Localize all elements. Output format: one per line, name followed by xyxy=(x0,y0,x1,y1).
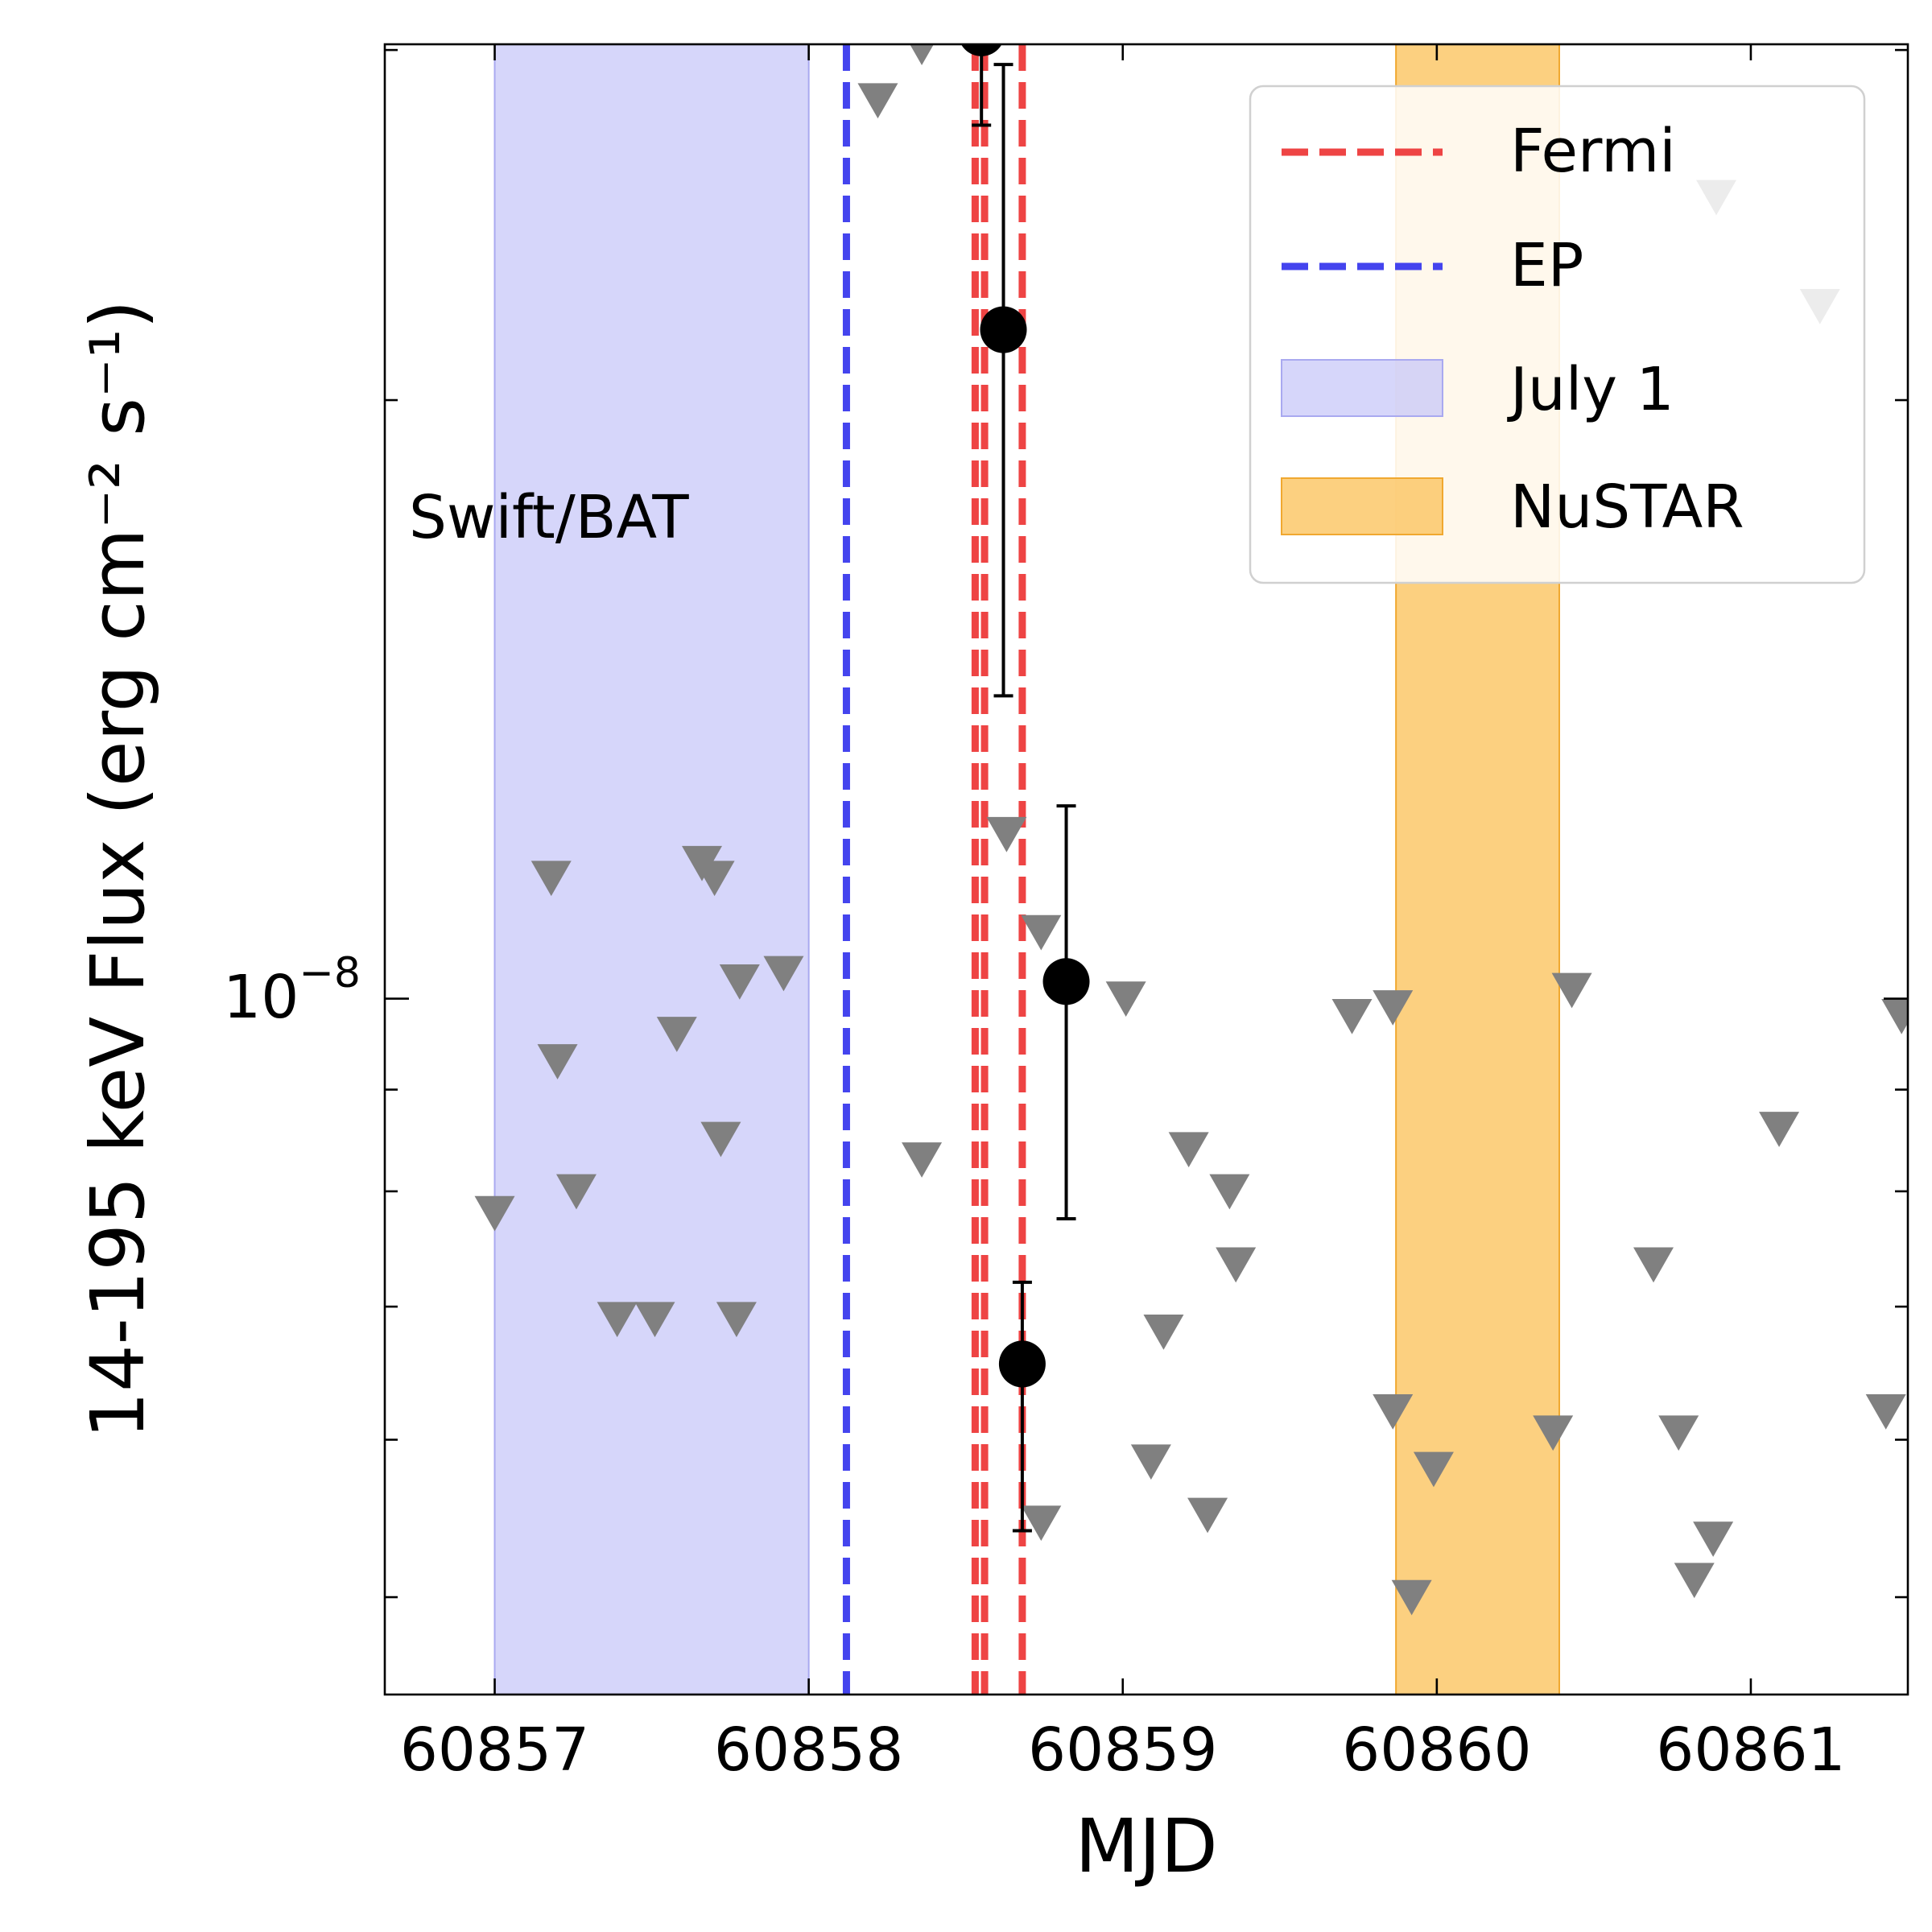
upper-limit-marker xyxy=(1105,981,1146,1018)
axis-ticks xyxy=(385,44,1908,1695)
upper-limit-marker xyxy=(1168,1132,1209,1168)
legend: Fermi EP July 1 NuSTAR xyxy=(1249,85,1866,584)
detection-marker xyxy=(998,1340,1046,1388)
y-tick-label-base: 10 xyxy=(223,963,299,1032)
x-tick-label: 60860 xyxy=(1342,1715,1531,1785)
svg-text:10−8: 10−8 xyxy=(223,949,361,1032)
upper-limit-marker xyxy=(634,1302,675,1338)
detection-marker xyxy=(980,306,1027,353)
upper-limit-marker xyxy=(1391,1579,1432,1616)
legend-fermi-label: Fermi xyxy=(1510,117,1676,186)
upper-limit-marker xyxy=(1130,1444,1171,1480)
upper-limit-marker xyxy=(1551,972,1592,1009)
upper-limit-marker xyxy=(1373,1394,1414,1430)
legend-july1-swatch xyxy=(1281,359,1443,417)
upper-limit-marker xyxy=(1865,1394,1906,1430)
upper-limit-marker xyxy=(1658,1415,1699,1451)
upper-limit-marker xyxy=(1216,1247,1257,1283)
y-tick-label-exponent: −8 xyxy=(299,949,361,997)
legend-frame xyxy=(1249,85,1866,584)
legend-nustar-label: NuSTAR xyxy=(1510,473,1744,542)
axis-tick-labels: 60857 60858 60859 60860 60861 xyxy=(400,1715,1846,1785)
upper-limit-marker xyxy=(656,1017,697,1052)
upper-limit-marker xyxy=(1633,1247,1674,1283)
upper-limit-marker xyxy=(537,1044,578,1080)
upper-limit-marker xyxy=(530,861,572,897)
vertical-lines xyxy=(842,44,1026,1695)
legend-ep-label: EP xyxy=(1510,231,1583,300)
y-major-tick-label: 10−8 xyxy=(223,949,361,1032)
swift-bat-annotation: Swift/BAT xyxy=(409,483,689,552)
detection-marker xyxy=(960,44,1002,56)
upper-limit-marker xyxy=(1143,1314,1184,1350)
legend-nustar-swatch xyxy=(1281,477,1443,535)
upper-limit-marker xyxy=(597,1302,638,1338)
upper-limit-marker xyxy=(1674,1563,1715,1599)
upper-limit-marker xyxy=(986,816,1027,852)
upper-limit-marker xyxy=(902,1142,943,1178)
upper-limit-marker xyxy=(700,1121,741,1158)
upper-limit-marker xyxy=(763,956,804,992)
x-tick-label: 60859 xyxy=(1028,1715,1217,1785)
upper-limit-marker xyxy=(1759,1112,1800,1147)
upper-limit-marker xyxy=(719,964,760,1000)
upper-limit-marker xyxy=(1209,1174,1250,1210)
upper-limit-marker xyxy=(716,1302,757,1338)
x-tick-label: 60858 xyxy=(714,1715,903,1785)
x-tick-label: 60857 xyxy=(400,1715,589,1785)
shaded-regions xyxy=(493,44,1560,1695)
upper-limit-marker xyxy=(1881,998,1908,1034)
legend-july1-label: July 1 xyxy=(1507,355,1674,424)
upper-limit-marker xyxy=(1187,1497,1228,1534)
detection-marker xyxy=(1042,958,1090,1005)
upper-limit-marker xyxy=(1331,998,1373,1034)
upper-limit-marker xyxy=(1413,1451,1454,1488)
upper-limit-marker xyxy=(1021,1505,1062,1542)
upper-limit-marker xyxy=(1021,914,1062,951)
y-axis-label: 14-195 keV Flux (erg cm⁻² s⁻¹) xyxy=(75,300,161,1439)
upper-limit-marker xyxy=(1373,990,1414,1026)
upper-limit-marker xyxy=(694,861,735,897)
plot-frame xyxy=(383,43,1909,1696)
upper-limit-marker xyxy=(555,1174,597,1210)
upper-limit-marker xyxy=(910,44,934,66)
x-tick-label: 60861 xyxy=(1656,1715,1845,1785)
x-axis-label: MJD xyxy=(1075,1803,1217,1889)
upper-limit-marker xyxy=(474,1195,515,1232)
upper-limit-marker xyxy=(1693,1521,1734,1557)
upper-limit-marker xyxy=(857,83,898,119)
upper-limit-marker xyxy=(1533,1415,1574,1451)
